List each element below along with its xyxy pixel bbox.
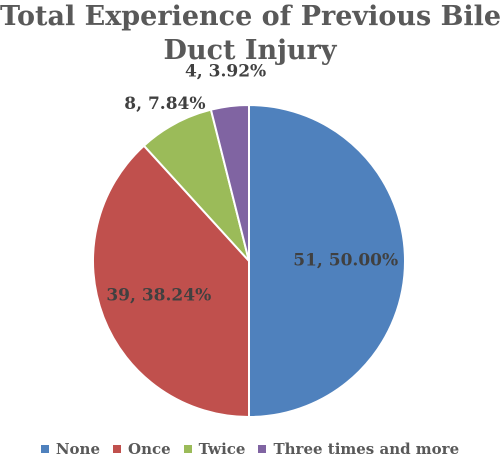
legend-label-once: Once	[128, 440, 171, 458]
legend-item-none: None	[40, 440, 101, 458]
data-label-three-times-and-more: 4, 3.92%	[185, 62, 266, 82]
chart-title: Total Experience of Previous Bile Duct I…	[0, 0, 500, 68]
pie-slice-once	[92, 144, 250, 419]
legend-swatch-none	[40, 445, 49, 453]
pie-slice-none	[248, 103, 406, 419]
legend-item-twice: Twice	[183, 440, 246, 458]
data-label-twice: 8, 7.84%	[124, 94, 205, 114]
data-label-once: 39, 38.24%	[106, 285, 211, 305]
legend-item-three-times-and-more: Three times and more	[258, 440, 459, 458]
data-label-none: 51, 50.00%	[293, 251, 398, 271]
legend-swatch-three-times-and-more	[258, 445, 267, 453]
chart-title-line-1: Total Experience of Previous Bile	[0, 1, 500, 32]
chart-legend: None Once Twice Three times and more	[0, 440, 500, 458]
pie-data-labels: 51, 50.00% 39, 38.24% 8, 7.84% 4, 3.92%	[106, 62, 398, 306]
legend-swatch-once	[113, 445, 122, 453]
pie-slices	[92, 103, 406, 419]
legend-swatch-twice	[183, 445, 192, 453]
legend-label-twice: Twice	[198, 440, 246, 458]
pie-slice-three-times-and-more	[209, 103, 250, 262]
chart-title-line-2: Duct Injury	[163, 35, 337, 66]
legend-label-none: None	[55, 440, 101, 458]
legend-label-three-times-and-more: Three times and more	[273, 440, 460, 458]
pie-chart: 51, 50.00% 39, 38.24% 8, 7.84% 4, 3.92%	[92, 62, 406, 419]
legend-item-once: Once	[113, 440, 171, 458]
